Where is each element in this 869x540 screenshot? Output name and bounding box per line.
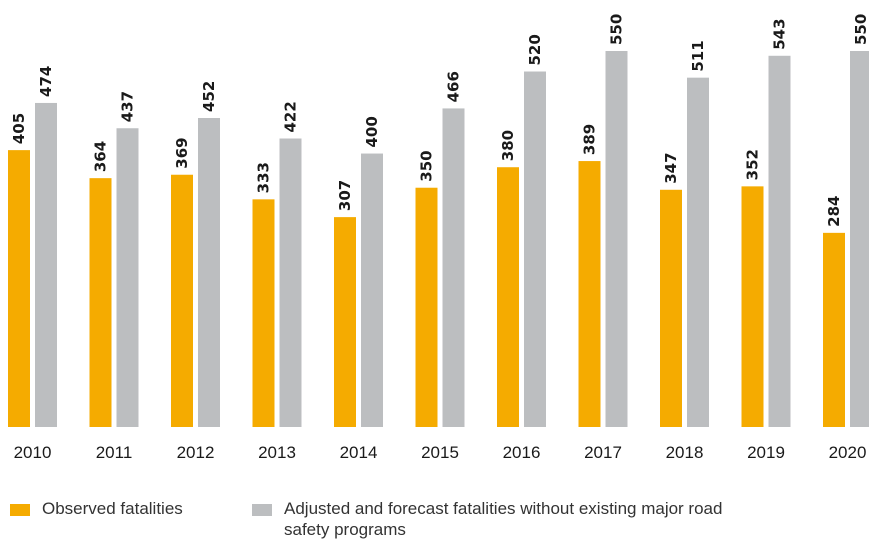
x-tick-2013: 2013 (258, 443, 296, 462)
observed-value-label-2011: 364 (92, 141, 110, 172)
observed-bar-2014 (334, 217, 356, 427)
observed-bar-2020 (823, 233, 845, 427)
x-tick-2015: 2015 (421, 443, 459, 462)
observed-value-label-2018: 347 (662, 152, 680, 183)
observed-bar-2011 (90, 178, 112, 427)
forecast-value-label-2017: 550 (608, 14, 626, 45)
forecast-swatch (252, 504, 272, 516)
observed-value-label-2015: 350 (418, 150, 436, 181)
bar-chart: 405 474 364 437 369 452 333 422 307 400 350 466 380 5… (0, 0, 869, 470)
observed-bar-2012 (171, 175, 193, 427)
x-axis-ticks: 2010 2011 2012 2013 2014 2015 2016 2017 2018 2019… (14, 443, 867, 462)
forecast-value-label-2019: 543 (771, 18, 789, 49)
forecast-bar-2015 (443, 108, 465, 427)
legend-item-observed: Observed fatalities (10, 498, 183, 519)
x-tick-2018: 2018 (666, 443, 704, 462)
observed-value-label-2012: 369 (173, 137, 191, 168)
x-tick-2012: 2012 (177, 443, 215, 462)
observed-value-label-2014: 307 (336, 180, 354, 211)
forecast-value-label-2011: 437 (119, 91, 137, 122)
forecast-bar-2017 (606, 51, 628, 427)
x-tick-2019: 2019 (747, 443, 785, 462)
forecast-value-label-2014: 400 (363, 116, 381, 147)
legend-item-forecast: Adjusted and forecast fatalities without… (252, 498, 732, 540)
observed-swatch (10, 504, 30, 516)
forecast-bar-2010 (35, 103, 57, 427)
x-tick-2011: 2011 (96, 443, 133, 462)
value-labels-group: 405 474 364 437 369 452 333 422 307 400 350 466 380 5… (10, 14, 869, 227)
legend-label-observed: Observed fatalities (42, 498, 183, 519)
x-tick-2010: 2010 (14, 443, 52, 462)
observed-value-label-2013: 333 (255, 162, 273, 193)
bars-group (8, 51, 869, 427)
observed-bar-2019 (742, 186, 764, 427)
forecast-bar-2019 (769, 56, 791, 427)
forecast-bar-2014 (361, 154, 383, 427)
x-tick-2014: 2014 (340, 443, 378, 462)
x-tick-2017: 2017 (584, 443, 622, 462)
legend: Observed fatalities Adjusted and forecas… (0, 498, 869, 540)
forecast-value-label-2012: 452 (200, 81, 218, 112)
forecast-value-label-2013: 422 (282, 101, 300, 132)
observed-value-label-2019: 352 (744, 149, 762, 180)
x-tick-2020: 2020 (829, 443, 867, 462)
forecast-value-label-2015: 466 (445, 71, 463, 102)
observed-bar-2018 (660, 190, 682, 427)
forecast-bar-2013 (280, 139, 302, 427)
forecast-bar-2016 (524, 72, 546, 427)
forecast-bar-2018 (687, 78, 709, 427)
observed-value-label-2017: 389 (581, 124, 599, 155)
observed-bar-2013 (253, 199, 275, 427)
forecast-bar-2012 (198, 118, 220, 427)
forecast-value-label-2016: 520 (526, 34, 544, 65)
x-tick-2016: 2016 (503, 443, 541, 462)
observed-value-label-2016: 380 (499, 130, 517, 161)
observed-bar-2017 (579, 161, 601, 427)
forecast-value-label-2020: 550 (852, 14, 869, 45)
observed-bar-2010 (8, 150, 30, 427)
observed-value-label-2020: 284 (825, 196, 843, 227)
forecast-bar-2020 (850, 51, 869, 427)
legend-label-forecast: Adjusted and forecast fatalities without… (284, 498, 732, 540)
forecast-value-label-2018: 511 (689, 40, 707, 71)
observed-bar-2016 (497, 167, 519, 427)
forecast-bar-2011 (117, 128, 139, 427)
observed-value-label-2010: 405 (10, 113, 28, 144)
forecast-value-label-2010: 474 (37, 66, 55, 97)
observed-bar-2015 (416, 188, 438, 427)
